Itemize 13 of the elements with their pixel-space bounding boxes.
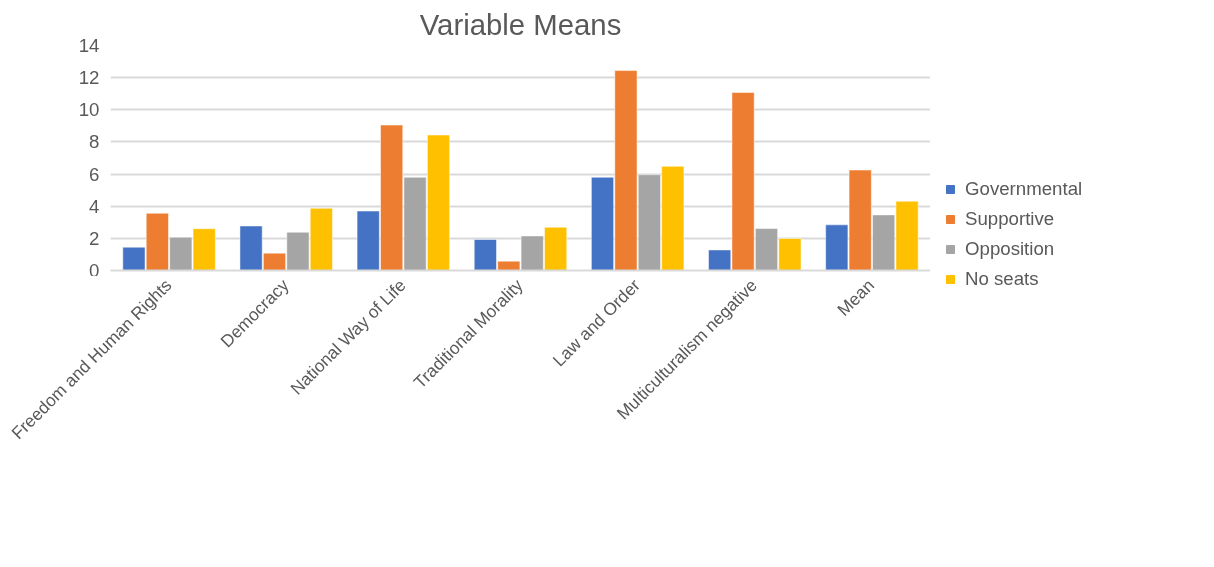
y-tick-label: 10 bbox=[78, 99, 100, 121]
y-tick-label: 4 bbox=[89, 195, 100, 217]
legend-label: Supportive bbox=[965, 208, 1055, 230]
chart-title: Variable Means bbox=[419, 7, 622, 41]
legend-label: Opposition bbox=[965, 238, 1055, 260]
y-tick-label: 8 bbox=[89, 131, 100, 153]
legend-label: Governmental bbox=[965, 178, 1083, 200]
y-tick-label: 0 bbox=[89, 259, 100, 281]
y-tick-label: 12 bbox=[78, 67, 100, 89]
y-tick-label: 6 bbox=[89, 163, 100, 185]
y-tick-label: 14 bbox=[78, 35, 100, 56]
legend-label: No seats bbox=[965, 268, 1039, 290]
y-tick-label: 2 bbox=[89, 227, 100, 249]
